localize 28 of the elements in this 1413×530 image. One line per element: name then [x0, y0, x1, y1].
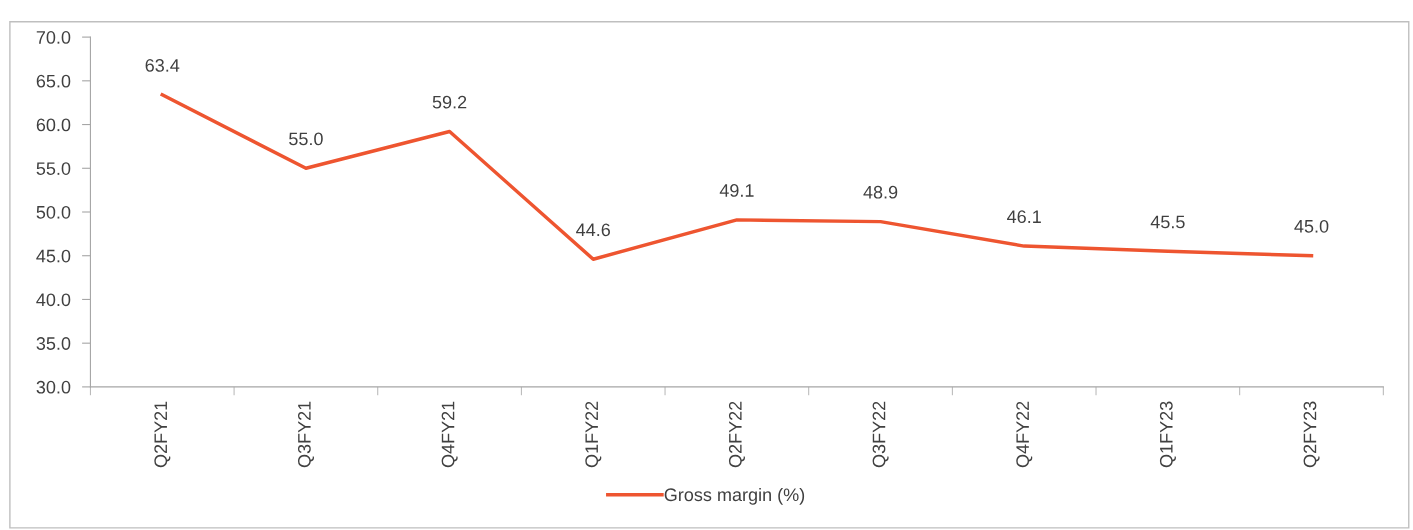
- data-label: 55.0: [289, 132, 323, 146]
- x-tick-label: Q2FY21: [154, 401, 171, 468]
- y-tick-label: 60.0: [36, 118, 71, 132]
- y-tick-label: 45.0: [36, 249, 71, 263]
- data-label: 48.9: [863, 185, 898, 199]
- x-tick-label: Q2FY22: [728, 401, 745, 468]
- x-tick-label: Q1FY23: [1159, 401, 1176, 468]
- y-tick-label: 50.0: [36, 205, 71, 219]
- y-tick-label: 65.0: [36, 74, 71, 88]
- x-tick-label: Q1FY22: [585, 401, 602, 468]
- y-tick-label: 35.0: [36, 337, 71, 350]
- data-label: 49.1: [719, 184, 754, 197]
- data-label: 63.4: [145, 59, 180, 72]
- data-label: 46.1: [1007, 210, 1041, 224]
- legend-label: Gross margin (%): [664, 487, 805, 505]
- data-label: 59.2: [432, 95, 467, 109]
- x-tick-label: Q3FY21: [297, 401, 314, 468]
- x-tick-label: Q3FY22: [872, 401, 889, 468]
- data-label: 45.5: [1150, 215, 1185, 229]
- x-tick-label: Q4FY21: [441, 401, 458, 468]
- y-tick-label: 40.0: [36, 293, 71, 307]
- y-tick-label: 55.0: [36, 162, 71, 175]
- data-label: 45.0: [1294, 219, 1329, 233]
- y-tick-label: 70.0: [36, 31, 71, 44]
- x-tick-label: Q2FY23: [1303, 401, 1320, 468]
- x-tick-label: Q4FY22: [1016, 401, 1033, 468]
- data-label: 44.6: [576, 223, 610, 237]
- y-tick-label: 30.0: [36, 380, 71, 394]
